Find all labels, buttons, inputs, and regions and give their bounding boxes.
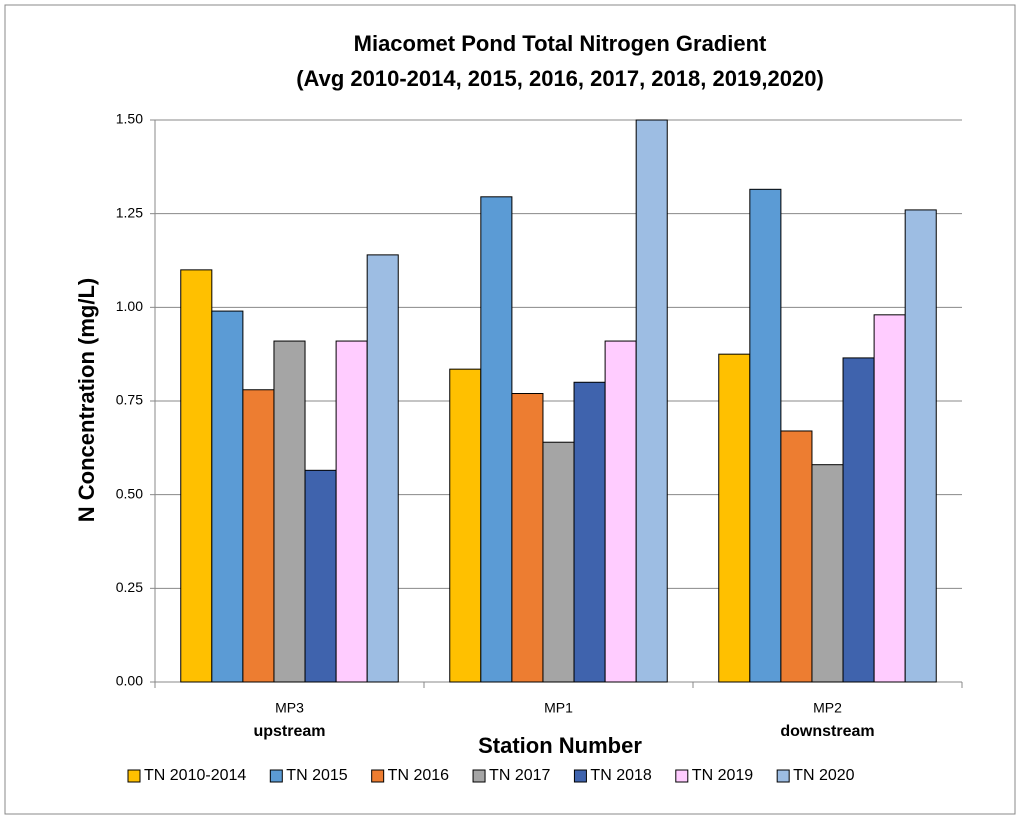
chart-subtitle: (Avg 2010-2014, 2015, 2016, 2017, 2018, … bbox=[296, 66, 824, 91]
y-tick-label: 0.00 bbox=[116, 673, 143, 689]
bar bbox=[635, 119, 668, 683]
bar bbox=[542, 441, 575, 683]
bar bbox=[904, 209, 937, 683]
bar bbox=[449, 368, 482, 683]
legend-swatch bbox=[269, 769, 283, 783]
bar bbox=[242, 389, 275, 683]
bar bbox=[480, 196, 513, 683]
legend-swatch bbox=[371, 769, 385, 783]
x-tick-label: MP1 bbox=[544, 700, 573, 716]
bar bbox=[273, 340, 306, 683]
y-tick-label: 1.50 bbox=[116, 111, 143, 127]
bar bbox=[366, 254, 399, 683]
y-tick-label: 0.75 bbox=[116, 392, 143, 408]
legend-label: TN 2020 bbox=[793, 767, 854, 784]
y-axis-title: N Concentration (mg/L) bbox=[74, 278, 99, 522]
bar bbox=[604, 340, 637, 683]
legend-label: TN 2016 bbox=[388, 767, 449, 784]
y-tick-label: 1.00 bbox=[116, 298, 143, 314]
y-tick-label: 0.50 bbox=[116, 485, 143, 501]
bar bbox=[304, 469, 337, 683]
bar bbox=[180, 269, 213, 683]
bar bbox=[749, 188, 782, 683]
chart-title: Miacomet Pond Total Nitrogen Gradient bbox=[354, 31, 767, 56]
x-tick-sublabel: upstream bbox=[253, 723, 325, 740]
x-axis-title: Station Number bbox=[478, 733, 642, 758]
bar bbox=[573, 381, 606, 683]
x-tick-label: MP3 bbox=[275, 700, 304, 716]
legend-swatch bbox=[776, 769, 790, 783]
bar bbox=[211, 310, 244, 683]
legend-label: TN 2019 bbox=[692, 767, 753, 784]
bar bbox=[511, 393, 544, 683]
legend-label: TN 2010-2014 bbox=[144, 767, 246, 784]
bar bbox=[335, 340, 368, 683]
y-tick-label: 1.25 bbox=[116, 204, 143, 220]
bar bbox=[811, 464, 844, 683]
legend-label: TN 2015 bbox=[286, 767, 347, 784]
bar bbox=[842, 357, 875, 683]
bar bbox=[718, 353, 751, 683]
legend-label: TN 2018 bbox=[590, 767, 651, 784]
x-tick-sublabel: downstream bbox=[780, 723, 874, 740]
bar bbox=[873, 314, 906, 683]
legend-swatch bbox=[675, 769, 689, 783]
legend-swatch bbox=[573, 769, 587, 783]
bar bbox=[780, 430, 813, 683]
legend-swatch bbox=[127, 769, 141, 783]
y-tick-label: 0.25 bbox=[116, 579, 143, 595]
legend-label: TN 2017 bbox=[489, 767, 550, 784]
x-tick-label: MP2 bbox=[813, 700, 842, 716]
legend-swatch bbox=[472, 769, 486, 783]
